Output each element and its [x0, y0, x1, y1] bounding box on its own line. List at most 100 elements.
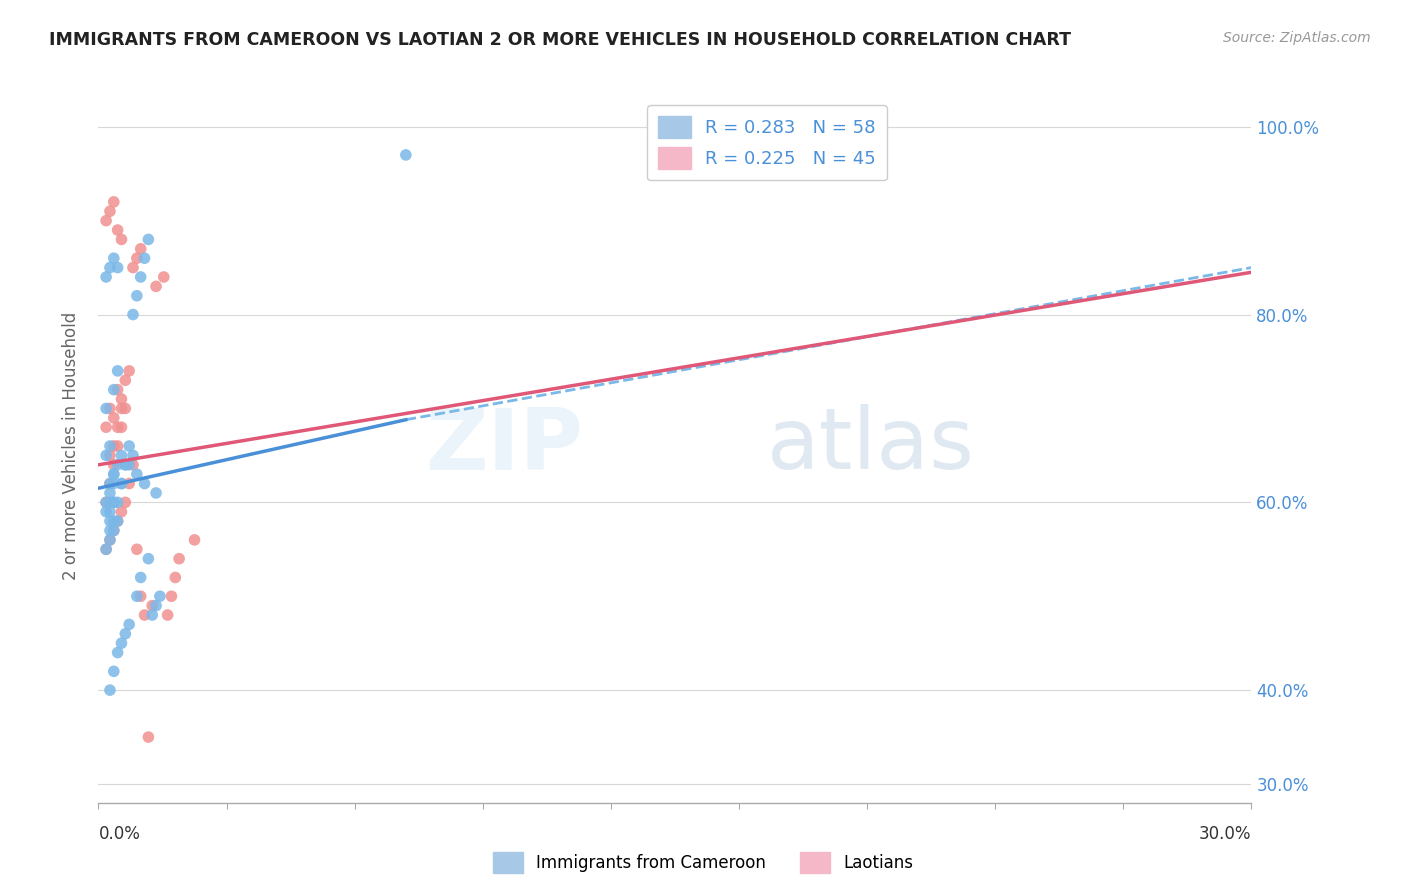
Legend: Immigrants from Cameroon, Laotians: Immigrants from Cameroon, Laotians: [486, 846, 920, 880]
Point: [103, 524, 125, 538]
Point: [156, 607, 179, 622]
Point: [107, 260, 129, 275]
Point: [98, 533, 121, 547]
Point: [94, 495, 117, 509]
Point: [125, 467, 148, 482]
Text: 0.0%: 0.0%: [98, 825, 141, 843]
Point: [107, 364, 129, 378]
Point: [98, 260, 121, 275]
Point: [145, 279, 167, 293]
Text: ZIP: ZIP: [425, 404, 582, 488]
Point: [98, 439, 121, 453]
Point: [98, 401, 121, 416]
Point: [129, 270, 152, 285]
Point: [110, 401, 132, 416]
Point: [98, 683, 121, 698]
Point: [118, 364, 141, 378]
Point: [107, 223, 129, 237]
Point: [94, 213, 117, 227]
Point: [103, 458, 125, 472]
Y-axis label: 2 or more Vehicles in Household: 2 or more Vehicles in Household: [62, 312, 80, 580]
Point: [134, 476, 156, 491]
Point: [103, 467, 125, 482]
Point: [134, 251, 156, 265]
Point: [118, 617, 141, 632]
Point: [103, 383, 125, 397]
Point: [160, 589, 183, 603]
Point: [107, 514, 129, 528]
Point: [107, 495, 129, 509]
Point: [107, 514, 129, 528]
Point: [138, 232, 160, 246]
Point: [107, 420, 129, 434]
Point: [141, 599, 163, 613]
Point: [110, 505, 132, 519]
Point: [118, 439, 141, 453]
Point: [98, 524, 121, 538]
Text: IMMIGRANTS FROM CAMEROON VS LAOTIAN 2 OR MORE VEHICLES IN HOUSEHOLD CORRELATION : IMMIGRANTS FROM CAMEROON VS LAOTIAN 2 OR…: [49, 31, 1071, 49]
Point: [94, 542, 117, 557]
Point: [138, 730, 160, 744]
Point: [114, 495, 136, 509]
Point: [103, 251, 125, 265]
Point: [118, 458, 141, 472]
Point: [114, 401, 136, 416]
Point: [98, 449, 121, 463]
Point: [138, 551, 160, 566]
Point: [141, 607, 163, 622]
Point: [103, 524, 125, 538]
Point: [103, 495, 125, 509]
Point: [122, 449, 145, 463]
Point: [98, 476, 121, 491]
Point: [94, 495, 117, 509]
Point: [107, 439, 129, 453]
Point: [125, 542, 148, 557]
Point: [103, 467, 125, 482]
Point: [94, 449, 117, 463]
Point: [152, 270, 174, 285]
Point: [110, 476, 132, 491]
Point: [94, 420, 117, 434]
Point: [103, 665, 125, 679]
Point: [110, 232, 132, 246]
Point: [107, 646, 129, 660]
Point: [98, 486, 121, 500]
Point: [129, 589, 152, 603]
Point: [98, 514, 121, 528]
Point: [125, 589, 148, 603]
Point: [98, 505, 121, 519]
Point: [110, 420, 132, 434]
Point: [103, 495, 125, 509]
Point: [98, 495, 121, 509]
Point: [114, 458, 136, 472]
Point: [183, 533, 205, 547]
Point: [145, 486, 167, 500]
Point: [395, 148, 418, 162]
Point: [103, 476, 125, 491]
Point: [125, 289, 148, 303]
Point: [103, 439, 125, 453]
Point: [98, 204, 121, 219]
Point: [94, 270, 117, 285]
Point: [107, 458, 129, 472]
Point: [118, 476, 141, 491]
Point: [114, 627, 136, 641]
Point: [110, 636, 132, 650]
Point: [98, 533, 121, 547]
Point: [98, 476, 121, 491]
Point: [107, 383, 129, 397]
Point: [103, 514, 125, 528]
Point: [129, 242, 152, 256]
Point: [122, 308, 145, 322]
Point: [103, 194, 125, 209]
Point: [129, 570, 152, 584]
Point: [110, 449, 132, 463]
Point: [125, 251, 148, 265]
Point: [122, 260, 145, 275]
Point: [94, 505, 117, 519]
Text: 30.0%: 30.0%: [1199, 825, 1251, 843]
Point: [94, 542, 117, 557]
Legend: R = 0.283   N = 58, R = 0.225   N = 45: R = 0.283 N = 58, R = 0.225 N = 45: [647, 105, 887, 180]
Point: [103, 410, 125, 425]
Point: [167, 551, 190, 566]
